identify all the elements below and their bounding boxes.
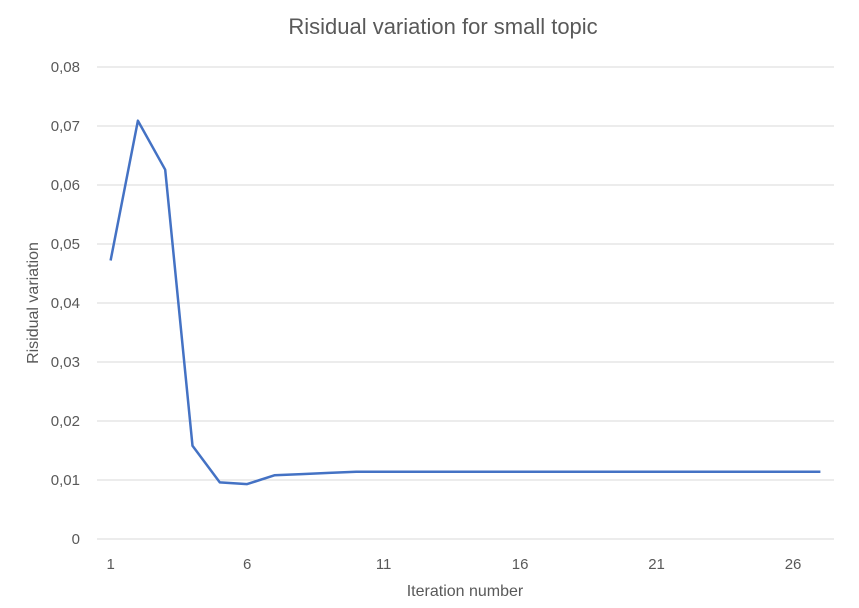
y-tick-label: 0,07 (51, 118, 80, 135)
y-tick-label: 0,06 (51, 177, 80, 194)
y-tick-label: 0,04 (51, 295, 80, 312)
y-tick-label: 0,08 (51, 59, 80, 76)
y-axis-label: Risidual variation (25, 242, 42, 364)
x-axis-ticks: 1 6 11 16 21 26 (106, 556, 801, 573)
x-tick-label: 1 (106, 556, 114, 573)
x-axis-label: Iteration number (407, 583, 524, 600)
y-tick-label: 0 (72, 531, 80, 548)
x-tick-label: 26 (785, 556, 802, 573)
y-tick-label: 0,05 (51, 236, 80, 253)
y-tick-label: 0,02 (51, 413, 80, 430)
x-tick-label: 21 (648, 556, 665, 573)
x-tick-label: 16 (512, 556, 529, 573)
y-tick-label: 0,03 (51, 354, 80, 371)
chart-title: Risidual variation for small topic (288, 14, 597, 39)
gridlines (97, 66, 834, 540)
x-tick-label: 6 (243, 556, 251, 573)
x-tick-label: 11 (376, 556, 392, 573)
y-tick-label: 0,01 (51, 472, 80, 489)
series-line (109, 119, 821, 486)
y-axis-ticks: 0 0,01 0,02 0,03 0,04 0,05 0,06 0,07 0,08 (51, 59, 80, 548)
series-group (109, 119, 821, 486)
